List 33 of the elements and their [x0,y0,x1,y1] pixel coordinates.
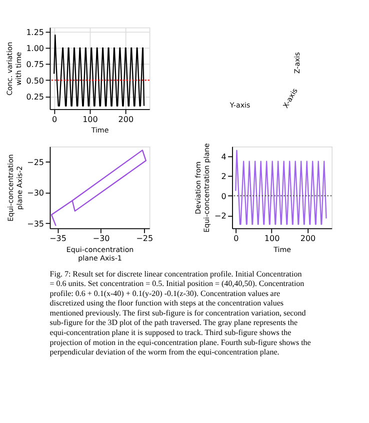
line-series [50,150,146,226]
x-tick-label: 200 [118,115,134,124]
text: Z-axis [292,52,302,74]
y-axis-title: Deviation from Equi-concentration plane [193,143,212,232]
y-tick-label: 2 [221,172,226,182]
text: Y-axis [228,100,251,110]
y-tick-label: 0.50 [26,76,44,86]
x-axis-title: Time [90,126,109,135]
x-tick-label: −35 [50,234,66,244]
x-tick-label: 200 [300,234,316,244]
y-tick-label: 4 [221,152,226,162]
x-tick-label: −25 [136,234,154,244]
line-series [235,150,327,225]
text: Fig. 7: Result set for discrete linear concentration profile. Initial Concentration = 0.6 units. Set concentration = 0.5. Initial position = (40,40,50). Concentration profile: 0.6 + 0.1(x-40) + 0.1(y-20) -0.1(z-30). Concentration values are discretized using the floor function with steps at the concentration values mentioned previously. The first sub-figure is for concentration variation, second sub-figure for the 3D plot of the path traversed. The gray plane represents the equi-concentration plane it is supposed to track. Third sub-figure shows the projection of motion in the equi-concentration plane. Fourth sub-figure shows the perpendicular deviation of the worm from the equi-concentration plane. [50,269,311,357]
y-axis-title: Conc. variation with time [4,42,23,96]
x-tick-label: 100 [264,234,280,244]
x-tick-label: 0 [52,115,58,124]
y-tick-label: 0.75 [26,60,44,70]
x-tick-label: −30 [92,234,110,244]
y-tick-label: 1.25 [26,28,44,37]
y-axis-title: Equi-concentration plane Axis-2 [6,154,24,222]
x-axis-title: Time [272,244,292,254]
y-tick-label: 0.25 [26,92,44,102]
y-tick-label: 0 [221,192,226,201]
y-tick-label: −30 [27,188,44,198]
x-axis-title: Equi-concentration plane Axis-1 [66,244,134,263]
y-tick-label: −35 [27,219,44,228]
x-tick-label: 0 [234,234,239,244]
y-tick-label: −25 [27,158,44,167]
line-series [53,34,145,106]
y-tick-label: 1.00 [26,44,44,54]
x-tick-label: 100 [82,115,98,124]
y-tick-label: −2 [214,212,226,221]
